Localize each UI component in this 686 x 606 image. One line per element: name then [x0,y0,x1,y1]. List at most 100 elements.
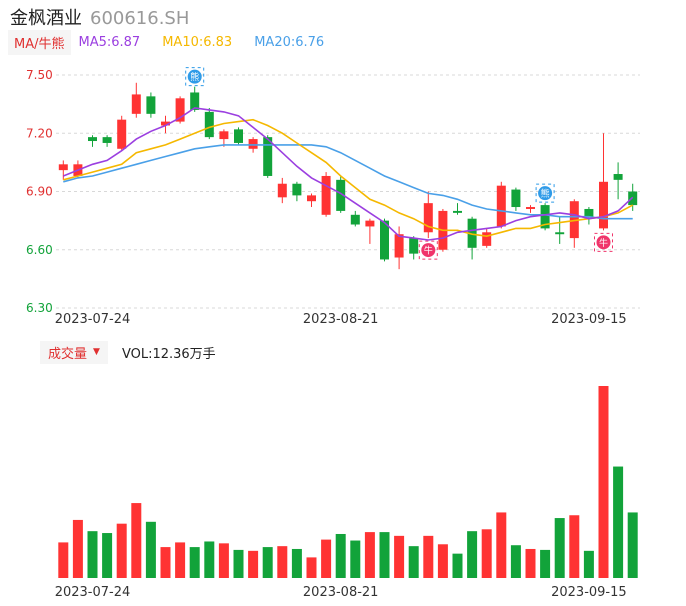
candle-body [307,195,316,202]
ma20-label: MA20:6.76 [254,34,325,50]
volume-bar [598,386,609,578]
volume-bar [525,548,536,578]
volume-bar [160,547,171,578]
date-tick-label: 2023-09-15 [551,585,627,600]
candle-body [613,174,623,180]
candle-body [102,137,112,143]
ma-type-selector[interactable]: MA/牛熊 [8,29,71,55]
ma10-label: MA10:6.83 [162,34,233,50]
volume-bar [452,553,463,578]
candle-body [234,129,243,143]
volume-bar [467,531,478,578]
candle-body [131,94,141,114]
volume-bar [262,547,273,578]
ma5-line [63,107,634,241]
volume-bar [379,532,390,578]
volume-bar [394,535,405,578]
volume-bar [423,535,434,578]
volume-bar [335,533,346,578]
candle-body [336,179,346,211]
candle-body [526,207,535,209]
candle-body [190,92,200,110]
volume-bar [175,542,186,578]
signal-frame [185,67,205,87]
stock-header: 金枫酒业 600616.SH [10,4,190,29]
candle-body [599,181,608,229]
volume-bar [437,544,448,578]
volume-bar [72,519,83,578]
volume-bar [481,529,492,578]
candle-body [482,232,492,246]
signal-label: 牛 [599,237,608,249]
candle-body [321,175,331,215]
ma5-label: MA5:6.87 [78,34,141,50]
candle-body [292,183,302,196]
volume-bar [291,548,302,578]
candle-body [263,137,273,176]
candle-body [453,210,462,213]
date-tick-label: 2023-08-21 [303,312,379,327]
date-tick-label: 2023-07-24 [55,585,131,600]
volume-bar [131,503,142,578]
bull-marker [421,243,436,258]
stock-name: 金枫酒业 [10,8,82,29]
candle-body [117,119,127,149]
candle-body [161,121,170,126]
volume-bar [306,557,317,578]
candle-body [496,185,506,227]
date-tick-label: 2023-08-21 [303,585,379,600]
ma20-line [63,144,633,220]
ma-legend: MA/牛熊 MA5:6.87 MA10:6.83 MA20:6.76 [8,29,346,55]
candle-body [365,220,375,227]
candle-body [219,131,229,140]
candle-body [555,232,565,235]
candle-body [88,137,97,142]
candle-body [248,139,258,149]
volume-bar [277,546,288,578]
volume-bar [510,545,521,578]
signal-frame [535,183,555,203]
volume-bar [350,540,361,578]
volume-type-selector[interactable]: 成交量 ▼ [40,340,108,364]
candle-body [394,234,404,258]
bear-marker [538,186,553,201]
ma10-line [63,118,634,238]
candle-body [350,214,360,225]
price-tick-label: 6.60 [26,243,53,257]
volume-bar [364,532,375,578]
signal-label: 牛 [424,245,433,257]
volume-bar [408,546,419,578]
volume-type-label: 成交量 [48,346,88,362]
date-tick-label: 2023-09-15 [551,312,627,327]
volume-value-label: VOL:12.36万手 [121,346,216,362]
volume-bar [613,466,624,578]
volume-bar [627,512,638,578]
volume-bar [58,542,69,578]
candle-body [409,238,419,254]
candle-body [511,189,521,208]
volume-bar [233,549,244,578]
price-tick-label: 7.20 [26,126,53,140]
volume-bar [496,512,507,578]
candle-body [204,111,214,138]
candle-body [277,183,287,198]
volume-bar [145,521,156,578]
volume-bar [583,550,594,578]
signal-label: 熊 [541,188,550,200]
volume-bar [321,539,332,578]
candle-body [175,98,185,122]
signal-frame [594,232,613,252]
signal-frame [418,240,438,260]
volume-bar [554,518,565,578]
volume-bar [116,523,127,578]
price-tick-label: 7.50 [26,68,53,82]
stock-code: 600616.SH [90,8,190,29]
volume-legend: 成交量 ▼ VOL:12.36万手 [40,340,216,364]
price-tick-label: 6.90 [26,185,53,199]
volume-bar [218,543,229,578]
candle-body [584,208,594,217]
bull-marker [596,235,611,250]
volume-bar [569,515,580,578]
candle-body [58,164,68,171]
